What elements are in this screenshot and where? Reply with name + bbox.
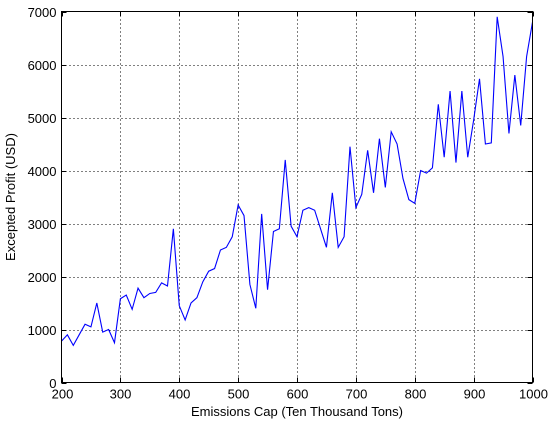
x-tick-label: 600: [287, 387, 309, 402]
series-layer: [61, 16, 534, 347]
series-line: [61, 16, 534, 347]
y-tick-label: 7000: [28, 5, 57, 20]
y-tick-label: 1000: [28, 323, 57, 338]
gridlines: [61, 11, 533, 383]
x-tick-label: 700: [346, 387, 368, 402]
x-tick-labels: 200 300 400 500 600 700 800 900 1000: [52, 387, 548, 402]
x-tick-label: 400: [169, 387, 191, 402]
x-tick-label: 300: [110, 387, 132, 402]
y-tick-labels: 0 1000 2000 3000 4000 5000 6000 7000: [28, 5, 57, 391]
x-tick-label: 800: [405, 387, 427, 402]
y-tick-label: 3000: [28, 217, 57, 232]
y-tick-label: 5000: [28, 111, 57, 126]
plot-frame: [61, 11, 533, 383]
x-axis-title: Emissions Cap (Ten Thousand Tons): [191, 404, 403, 419]
x-tick-label: 200: [52, 387, 74, 402]
x-tick-label: 500: [228, 387, 250, 402]
axis-ticks: [61, 11, 534, 384]
y-tick-label: 0: [49, 376, 56, 391]
x-tick-label: 1000: [519, 387, 548, 402]
y-tick-label: 6000: [28, 58, 57, 73]
y-tick-label: 4000: [28, 164, 57, 179]
y-tick-label: 2000: [28, 270, 57, 285]
x-tick-label: 900: [464, 387, 486, 402]
y-axis-title: Excepted Profit (USD): [3, 133, 18, 261]
